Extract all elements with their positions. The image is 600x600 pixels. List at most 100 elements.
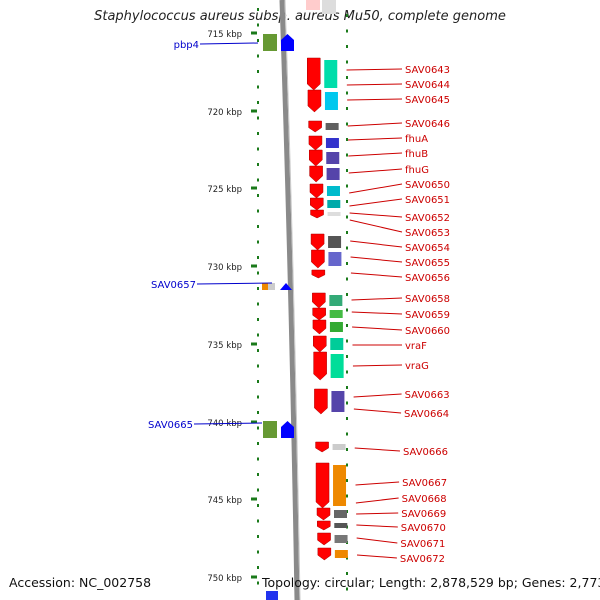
gene-category-bar [326,168,340,180]
right-gene-leader [348,137,403,141]
forward-gene-arrow [310,197,324,211]
track-dot-right [346,76,348,79]
track-dot-left [257,566,259,569]
scale-tick-label: 745 kbp [207,496,242,506]
scale-tick-mark [251,497,257,501]
scale-tick-mark [251,342,257,346]
track-dot-right [346,184,348,188]
right-gene-label: fhuA [405,134,428,145]
scale-tick-mark [251,186,257,190]
forward-gene-arrow [310,209,324,219]
right-gene-label: SAV0652 [405,213,450,224]
track-dot-left [257,256,259,259]
forward-gene-arrow [307,57,321,91]
forward-gene-arrow [312,319,327,335]
track-dot-left [257,271,259,275]
track-dot-left [257,426,259,430]
track-dot-left [257,163,259,166]
scale-tick-label: 735 kbp [207,341,242,351]
right-gene-leader [350,272,403,278]
track-dot-left [257,240,259,244]
gene-category-bar [329,322,343,332]
scale-tick-mark [251,575,257,579]
right-gene-leader [349,198,403,207]
track-dot-left [257,85,259,89]
track-dot-left [257,488,259,492]
track-dot-left [257,535,259,538]
right-gene-leader [350,256,403,263]
track-dot-left [257,225,259,228]
forward-gene-arrow [317,547,332,561]
track-dot-left [257,318,259,321]
track-dot-right [346,463,348,467]
forward-gene-arrow [315,441,329,453]
track-dot-right [346,107,348,110]
left-gene-leader [193,422,263,425]
gene-category-bar [331,391,345,412]
right-gene-label: SAV0645 [405,95,450,106]
scale-tick-label: 715 kbp [207,30,242,40]
right-gene-label: SAV0644 [405,80,450,91]
forward-gene-arrow [308,120,322,133]
track-dot-left [257,519,259,523]
right-gene-label: fhuB [405,149,428,160]
track-dot-left [257,302,259,306]
track-dot-right [346,14,348,17]
right-gene-leader [349,219,403,233]
gene-category-bar [328,252,342,266]
right-gene-leader [346,68,403,71]
track-dot-left [257,287,259,290]
track-dot-left [257,581,259,585]
forward-gene-arrow [311,269,326,279]
track-dot-right [346,246,348,250]
track-dot-left [257,147,259,151]
gene-category-bar [325,138,339,148]
right-gene-leader [353,408,402,414]
left-gene-labels: pbp4 SAV0657 SAV0665 [148,40,273,431]
left-gene-leader [196,282,273,285]
right-gene-leader [356,512,399,515]
right-gene-leader [356,554,397,559]
right-gene-label: vraF [405,341,427,352]
gene-category-bar [322,0,336,14]
gene-category-bar [262,283,268,290]
gene-category-bar [325,123,339,130]
track-dot-right [346,432,348,436]
track-dot-right [346,308,348,312]
forward-gene-arrow [306,0,320,10]
left-gene-label: SAV0665 [148,420,193,431]
right-gene-leader [351,311,403,315]
forward-gene-arrow [312,307,326,321]
gene-category-bar [329,295,343,306]
forward-gene-arrow [317,532,331,546]
track-dot-right [346,215,348,219]
right-gene-leader [351,297,403,301]
right-gene-leader [355,481,400,486]
track-dot-right [346,401,348,405]
right-gene-labels: SAV0643 SAV0644 SAV0645 SAV0646 fhuA fhuB fhuG… [346,65,450,565]
forward-gene-arrow [309,165,323,183]
track-dot-left [257,178,259,182]
right-gene-leader [356,524,398,528]
track-dot-right [346,417,348,420]
track-dot-right [346,370,348,374]
right-gene-leader [348,152,403,157]
track-dot-right [346,138,348,141]
track-dot-left [257,504,259,507]
track-dot-left [257,364,259,368]
right-gene-label: SAV0658 [405,294,450,305]
right-gene-label: SAV0671 [400,539,445,550]
track-dot-right [346,262,348,265]
topology-label: Topology: circular; Length: 2,878,529 bp… [262,575,600,590]
right-gene-label: SAV0668 [402,494,447,505]
track-dot-left [257,54,259,58]
scale-tick-label: 725 kbp [207,185,242,195]
scale-tick-mark [251,420,257,424]
forward-gene-arrow [309,149,323,167]
track-dot-left [257,39,259,42]
track-dot-left [257,194,259,197]
track-dot-right [346,324,348,327]
track-dot-left [257,473,259,476]
gene-category-bar [324,92,338,110]
gene-category-bar [334,535,348,543]
